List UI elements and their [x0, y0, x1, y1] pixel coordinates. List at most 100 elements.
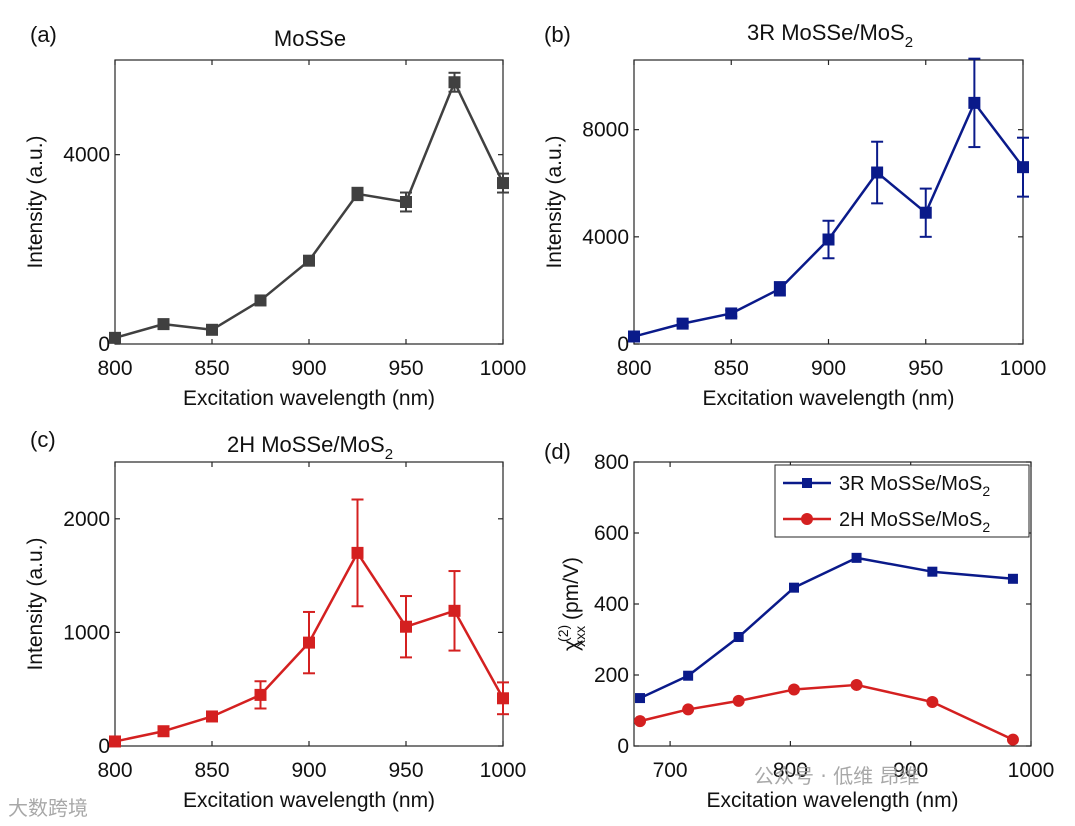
y-tick-label: 8000	[582, 119, 629, 142]
x-tick-label: 950	[388, 357, 423, 380]
data-point	[254, 294, 267, 307]
x-tick-label: 850	[194, 759, 229, 782]
data-point	[1006, 733, 1019, 746]
x-tick-label: 1000	[1000, 357, 1047, 380]
y-tick-label: 4000	[582, 226, 629, 249]
chart-title: MoSSe	[274, 26, 346, 51]
x-tick-label: 800	[97, 759, 132, 782]
watermark-left: 大数跨境	[8, 796, 88, 820]
y-tick-label: 400	[594, 593, 629, 616]
chart-panel-c: 800 850 900 950 1000 0 1000 2000 Excitation wave…	[24, 427, 526, 812]
x-tick-label: 900	[893, 759, 928, 782]
chart-title: 3R MoSSe/MoS2	[747, 20, 913, 51]
x-axis-label: Excitation wavelength (nm)	[706, 789, 958, 812]
y-axis-label: χ(2)xxx (pm/V)	[555, 557, 588, 651]
y-tick-label: 0	[617, 333, 629, 356]
y-tick-label: 800	[594, 451, 629, 474]
y-tick-label: 0	[98, 333, 110, 356]
data-point	[851, 552, 862, 563]
data-point	[850, 678, 863, 691]
data-point	[109, 735, 121, 748]
data-point	[822, 233, 835, 246]
data-point	[497, 177, 509, 190]
data-point	[634, 715, 647, 728]
series-0	[635, 552, 1018, 704]
y-tick-label: 200	[594, 664, 629, 687]
data-point	[927, 566, 938, 577]
plot-frame	[114, 461, 504, 747]
data-point	[400, 196, 412, 208]
panel-label: (c)	[30, 427, 56, 452]
x-tick-label: 950	[388, 759, 423, 782]
data-point	[789, 582, 800, 593]
data-point	[926, 695, 939, 708]
data-point	[157, 725, 170, 738]
series-line	[114, 80, 505, 340]
data-point	[303, 254, 315, 267]
y-tick-label: 2000	[63, 508, 110, 531]
series-line	[633, 101, 1024, 338]
y-tick-label: 0	[98, 735, 110, 758]
watermark-right: 公众号 · 低维 昂维	[754, 764, 920, 788]
data-point	[109, 331, 121, 344]
y-tick-label: 0	[617, 735, 629, 758]
x-tick-label: 800	[773, 759, 808, 782]
legend-marker	[802, 478, 812, 488]
chart-panel-a: 800 850 900 950 1000 0 4000 Excitation waveleng…	[24, 22, 526, 410]
y-axis-label: Intensity (a.u.)	[24, 135, 47, 268]
data-point	[1017, 161, 1029, 174]
data-point	[497, 692, 509, 705]
y-tick-label: 600	[594, 522, 629, 545]
data-point	[871, 166, 884, 179]
series-0	[109, 498, 509, 748]
x-tick-label: 900	[291, 759, 326, 782]
x-tick-label: 800	[97, 357, 132, 380]
x-tick-label: 800	[616, 357, 651, 380]
y-axis-label: Intensity (a.u.)	[24, 537, 47, 670]
data-point	[635, 693, 646, 704]
x-tick-label: 1000	[1008, 759, 1055, 782]
series-0	[628, 57, 1029, 343]
data-point	[303, 636, 315, 649]
x-tick-label: 1000	[480, 759, 527, 782]
series-line	[639, 683, 1014, 741]
data-point	[206, 323, 218, 336]
x-tick-label: 900	[291, 357, 326, 380]
data-point	[968, 96, 981, 109]
legend-marker	[801, 513, 813, 525]
legend-label: 2H MoSSe/MoS2	[839, 509, 990, 535]
data-point	[448, 76, 461, 89]
legend: 3R MoSSe/MoS2 2H MoSSe/MoS2	[774, 464, 1030, 538]
x-axis-label: Excitation wavelength (nm)	[183, 387, 435, 410]
data-point	[400, 620, 412, 633]
data-point	[725, 307, 738, 320]
data-point	[351, 187, 364, 200]
data-point	[773, 282, 786, 295]
legend-label: 3R MoSSe/MoS2	[839, 473, 990, 499]
x-axis-label: Excitation wavelength (nm)	[183, 789, 435, 812]
data-point	[157, 318, 170, 331]
x-tick-label: 700	[653, 759, 688, 782]
chart-panel-b: 800 850 900 950 1000 0 4000 8000 Excitation wave…	[543, 20, 1046, 410]
chart-title: 2H MoSSe/MoS2	[227, 432, 393, 463]
data-point	[1007, 573, 1018, 584]
y-tick-label: 1000	[63, 621, 110, 644]
panel-label: (d)	[544, 439, 571, 464]
data-point	[788, 683, 801, 696]
series-0	[109, 71, 509, 344]
data-point	[732, 694, 745, 707]
data-point	[254, 688, 267, 701]
panel-label: (b)	[544, 22, 571, 47]
plot-frame	[633, 59, 1024, 345]
y-tick-label: 4000	[63, 144, 110, 167]
series-line	[639, 556, 1014, 700]
data-point	[206, 710, 218, 723]
x-tick-label: 900	[811, 357, 846, 380]
series-1	[634, 678, 1019, 746]
panel-label: (a)	[30, 22, 57, 47]
data-point	[919, 206, 932, 219]
data-point	[628, 330, 640, 343]
x-tick-label: 850	[194, 357, 229, 380]
x-tick-label: 1000	[480, 357, 527, 380]
data-point	[682, 703, 695, 716]
